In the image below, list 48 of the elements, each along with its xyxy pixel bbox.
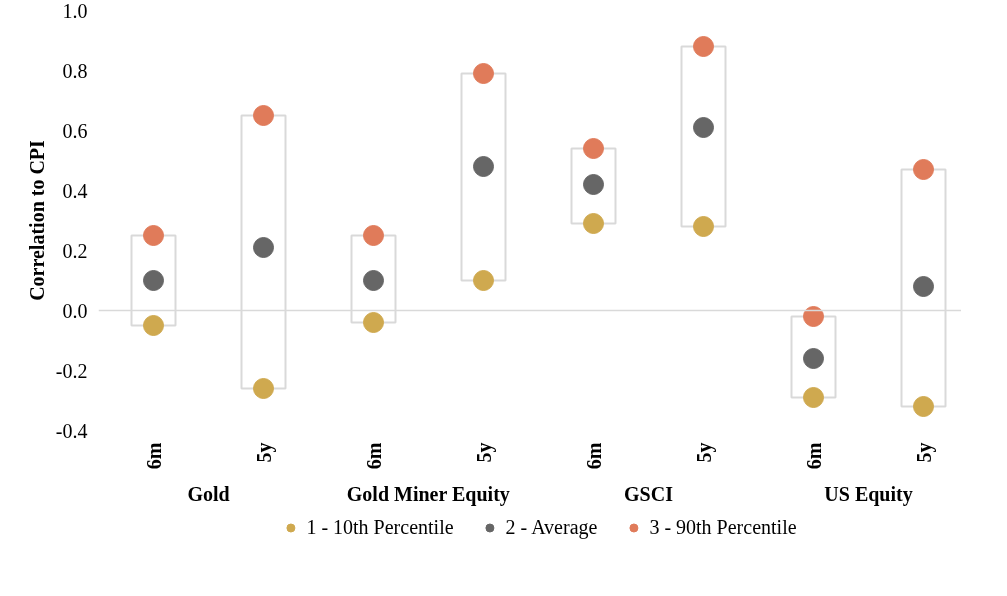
text: GSCI — [624, 482, 674, 505]
point — [253, 237, 274, 258]
point — [363, 312, 384, 333]
point — [583, 213, 604, 234]
text: Gold Miner Equity — [346, 482, 510, 506]
point — [803, 387, 824, 408]
point — [143, 225, 164, 246]
bar — [460, 72, 507, 282]
y-tick-label: 0.6 — [62, 119, 88, 142]
x-tick-label: 5y — [692, 442, 716, 463]
point — [363, 270, 384, 291]
y-tick-label: 0.8 — [62, 59, 88, 82]
x-tick-label: 5y — [472, 442, 496, 463]
point — [363, 225, 384, 246]
bar — [680, 45, 727, 228]
y-axis-title: Correlation to CPI — [25, 139, 48, 301]
x-tick-label: 6m — [802, 442, 825, 470]
y-tick-label: -0.2 — [55, 359, 88, 382]
y-tick-label: 1.0 — [62, 0, 88, 22]
x-tick-label: 5y — [912, 442, 936, 463]
point — [473, 156, 494, 177]
point — [583, 138, 604, 159]
point — [913, 276, 934, 297]
legend-label: 3 - 90th Percentile — [649, 515, 797, 539]
x-tick-label: 6m — [362, 442, 385, 470]
point — [693, 36, 714, 57]
point — [693, 216, 714, 237]
x-tick-label: 6m — [142, 442, 165, 470]
point — [913, 396, 934, 417]
x-tick-label: 6m — [582, 442, 605, 470]
x-tick-label: 5y — [252, 442, 276, 463]
y-tick-label: 0.2 — [62, 239, 88, 262]
legend-label: 1 - 10th Percentile — [306, 515, 454, 539]
y-tick-label: 0.0 — [62, 299, 88, 322]
point — [473, 270, 494, 291]
legend-label: 2 - Average — [505, 515, 598, 539]
point — [693, 117, 714, 138]
y-tick-label: -0.4 — [55, 419, 88, 442]
point — [803, 306, 824, 327]
y-tick-label: 0.4 — [62, 179, 88, 202]
point — [143, 315, 164, 336]
text: US Equity — [824, 482, 913, 506]
point — [143, 270, 164, 291]
point — [253, 378, 274, 399]
point — [913, 159, 934, 180]
point — [473, 63, 494, 84]
point — [253, 105, 274, 126]
text: Gold — [187, 482, 230, 505]
